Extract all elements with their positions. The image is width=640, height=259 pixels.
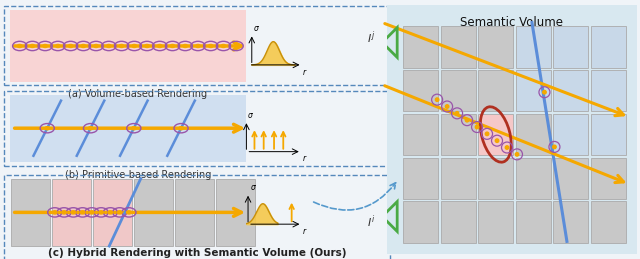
Circle shape — [196, 45, 200, 48]
Circle shape — [81, 45, 86, 48]
Circle shape — [17, 45, 22, 48]
Bar — [591, 157, 625, 199]
Bar — [478, 114, 513, 155]
Bar — [553, 201, 588, 243]
Bar — [516, 70, 550, 111]
Bar — [478, 157, 513, 199]
Circle shape — [495, 139, 499, 142]
Circle shape — [445, 105, 449, 108]
Text: (b) Primitive-based Rendering: (b) Primitive-based Rendering — [65, 170, 211, 180]
Bar — [403, 114, 438, 155]
Circle shape — [455, 112, 459, 115]
Circle shape — [132, 45, 137, 48]
Bar — [478, 26, 513, 68]
Bar — [441, 26, 476, 68]
Bar — [591, 201, 625, 243]
Bar — [553, 26, 588, 68]
Bar — [403, 70, 438, 111]
Text: r: r — [303, 154, 305, 163]
Circle shape — [553, 145, 556, 149]
Circle shape — [106, 45, 111, 48]
Circle shape — [117, 211, 122, 214]
Circle shape — [543, 90, 546, 94]
Bar — [591, 26, 625, 68]
Circle shape — [88, 127, 93, 130]
Circle shape — [465, 118, 469, 122]
Bar — [93, 179, 132, 246]
Bar — [553, 114, 588, 155]
Bar — [11, 179, 50, 246]
Circle shape — [71, 211, 76, 214]
Bar — [441, 70, 476, 111]
Circle shape — [99, 211, 104, 214]
Bar — [516, 201, 550, 243]
Text: σ: σ — [254, 24, 259, 33]
Circle shape — [61, 211, 67, 214]
Circle shape — [45, 127, 49, 130]
Bar — [516, 114, 550, 155]
Circle shape — [183, 45, 188, 48]
Bar — [216, 179, 255, 246]
Circle shape — [476, 125, 479, 129]
Text: $I^j$: $I^j$ — [367, 29, 376, 46]
Circle shape — [93, 45, 99, 48]
Bar — [403, 201, 438, 243]
Bar — [4, 91, 390, 166]
Circle shape — [43, 45, 47, 48]
Circle shape — [485, 132, 489, 136]
Bar — [516, 26, 550, 68]
Bar — [134, 179, 173, 246]
Bar — [591, 114, 625, 155]
Text: r: r — [303, 227, 305, 236]
Circle shape — [131, 127, 136, 130]
Circle shape — [179, 127, 184, 130]
Circle shape — [145, 45, 149, 48]
Circle shape — [56, 45, 60, 48]
Circle shape — [157, 45, 162, 48]
Bar — [4, 6, 390, 85]
Bar — [553, 70, 588, 111]
Circle shape — [90, 211, 94, 214]
Bar — [10, 10, 246, 82]
Circle shape — [515, 153, 519, 156]
Text: r: r — [303, 68, 305, 77]
Bar — [4, 175, 390, 259]
Circle shape — [170, 45, 175, 48]
Circle shape — [234, 45, 239, 48]
Bar — [478, 201, 513, 243]
Bar — [175, 179, 214, 246]
Text: σ: σ — [248, 111, 253, 120]
Bar — [441, 157, 476, 199]
Circle shape — [127, 211, 131, 214]
Bar — [441, 201, 476, 243]
Circle shape — [52, 211, 57, 214]
Circle shape — [505, 146, 509, 149]
Circle shape — [30, 45, 35, 48]
Bar — [10, 95, 246, 162]
Bar — [441, 114, 476, 155]
Bar — [403, 26, 438, 68]
Circle shape — [221, 45, 226, 48]
Bar — [516, 157, 550, 199]
Circle shape — [68, 45, 73, 48]
Text: Semantic Volume: Semantic Volume — [461, 16, 563, 29]
Text: $I^i$: $I^i$ — [367, 213, 376, 230]
Circle shape — [80, 211, 85, 214]
Bar — [478, 70, 513, 111]
Text: σ: σ — [250, 183, 255, 192]
Circle shape — [209, 45, 213, 48]
Bar — [52, 179, 91, 246]
Text: (c) Hybrid Rendering with Semantic Volume (Ours): (c) Hybrid Rendering with Semantic Volum… — [47, 248, 346, 258]
Bar — [591, 70, 625, 111]
Text: (a) Volume-based Rendering: (a) Volume-based Rendering — [68, 89, 207, 99]
Circle shape — [435, 98, 439, 102]
Bar — [553, 157, 588, 199]
Bar — [403, 157, 438, 199]
Circle shape — [108, 211, 113, 214]
Circle shape — [119, 45, 124, 48]
